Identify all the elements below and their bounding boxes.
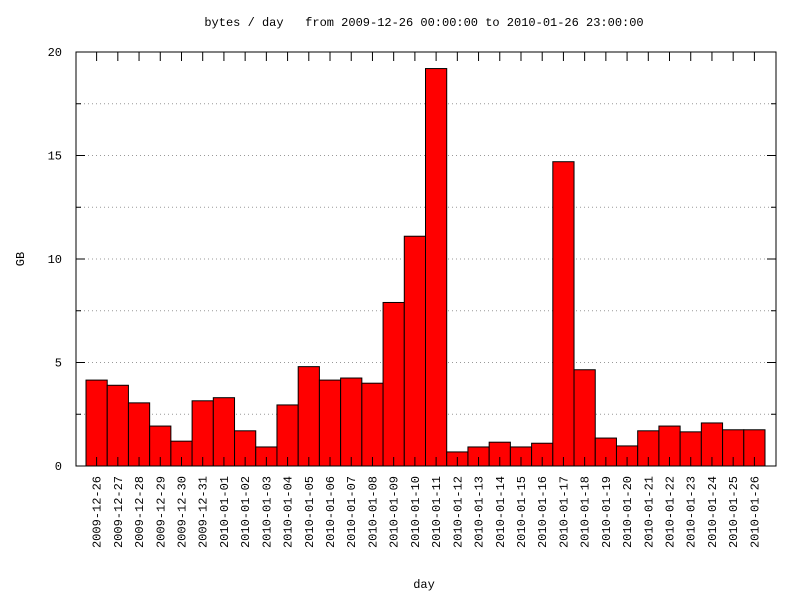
x-tick-label: 2010-01-17 [557, 476, 571, 548]
x-tick-label: 2010-01-26 [748, 476, 762, 548]
y-tick-label: 0 [55, 460, 62, 474]
bar [361, 382, 384, 467]
x-tick-label: 2010-01-24 [706, 476, 720, 548]
plot-frame [75, 51, 777, 467]
bar [340, 377, 363, 467]
chart-title: bytes / day from 2009-12-26 00:00:00 to … [204, 16, 643, 30]
y-tick-label: 5 [55, 357, 62, 371]
x-tick-label: 2010-01-13 [473, 476, 487, 548]
bar [382, 301, 405, 467]
x-tick-label: 2010-01-22 [664, 476, 678, 548]
x-tick-label: 2009-12-31 [197, 476, 211, 548]
x-tick-label: 2010-01-15 [515, 476, 529, 548]
y-tick-label: 20 [48, 46, 62, 60]
x-tick-label: 2010-01-01 [218, 476, 232, 548]
x-tick-label: 2009-12-28 [133, 476, 147, 548]
x-tick-label: 2010-01-20 [621, 476, 635, 548]
bar [403, 235, 426, 467]
x-tick-label: 2009-12-30 [175, 476, 189, 548]
x-axis-label: day [413, 578, 435, 592]
x-tick-label: 2010-01-14 [494, 476, 508, 548]
x-tick-label: 2010-01-05 [303, 476, 317, 548]
x-tick-label: 2010-01-25 [727, 476, 741, 548]
bar [191, 400, 214, 467]
x-tick-label: 2010-01-21 [642, 476, 656, 548]
bar [276, 404, 299, 467]
x-tick-label: 2010-01-18 [579, 476, 593, 548]
x-tick-label: 2009-12-27 [112, 476, 126, 548]
x-tick-label: 2010-01-04 [282, 476, 296, 548]
x-tick-label: 2010-01-23 [685, 476, 699, 548]
bar [425, 68, 448, 467]
x-tick-label: 2009-12-29 [154, 476, 168, 548]
x-tick-label: 2010-01-02 [239, 476, 253, 548]
bar [85, 379, 108, 467]
bar [318, 379, 342, 467]
x-tick-label: 2010-01-08 [366, 476, 380, 548]
bar [106, 384, 129, 467]
x-tick-label: 2009-12-26 [91, 476, 105, 548]
x-tick-label: 2010-01-11 [430, 476, 444, 548]
bar [297, 366, 320, 467]
x-tick-label: 2010-01-03 [260, 476, 274, 548]
y-tick-label: 15 [48, 150, 62, 164]
y-axis-label: GB [14, 252, 28, 266]
bar [212, 397, 236, 467]
x-tick-label: 2010-01-09 [388, 476, 402, 548]
y-tick-label: 10 [48, 253, 62, 267]
bar [127, 402, 151, 467]
x-tick-label: 2010-01-07 [345, 476, 359, 548]
x-tick-label: 2010-01-06 [324, 476, 338, 548]
x-tick-label: 2010-01-12 [451, 476, 465, 548]
x-tick-label: 2010-01-16 [536, 476, 550, 548]
bar [573, 369, 596, 467]
x-tick-label: 2010-01-19 [600, 476, 614, 548]
x-tick-label: 2010-01-10 [409, 476, 423, 548]
bar [552, 161, 575, 467]
